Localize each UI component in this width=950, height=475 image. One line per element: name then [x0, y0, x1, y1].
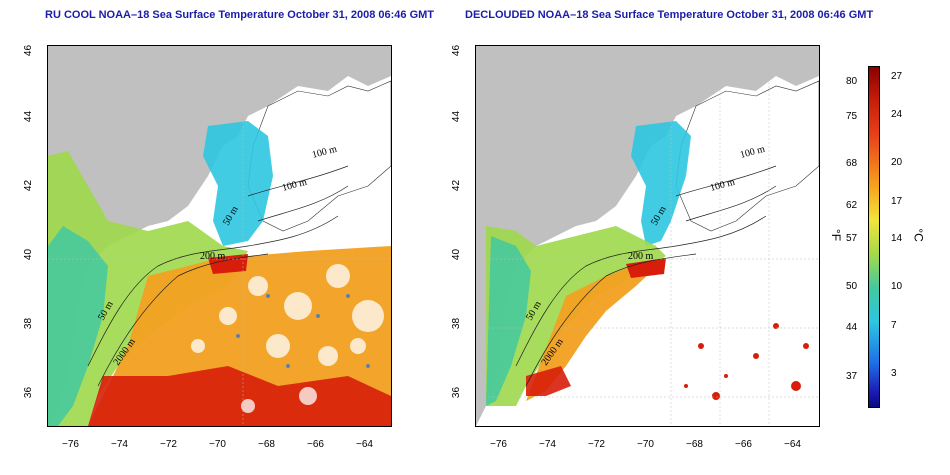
- right-sst-map: 100 m 100 m 50 m 200 m 50 m 2000 m: [475, 45, 820, 427]
- left-map-svg: 100 m 100 m 50 m 200 m 50 m 2000 m: [48, 46, 391, 426]
- left-x-tick: −70: [209, 439, 226, 450]
- celsius-tick: 27: [891, 71, 903, 82]
- isobath-label: 200 m: [200, 251, 226, 262]
- warm-water: [526, 258, 666, 401]
- fahrenheit-tick: 68: [846, 158, 858, 169]
- isolated-warm-patches: [684, 323, 809, 400]
- right-x-tick: −68: [686, 439, 703, 450]
- fahrenheit-tick: 57: [846, 233, 858, 244]
- right-x-tick: −66: [735, 439, 752, 450]
- right-y-tick: 40: [451, 248, 463, 261]
- land-mass: [476, 46, 819, 426]
- celsius-tick: 14: [891, 233, 903, 244]
- coastal-water: [48, 226, 108, 426]
- left-y-tick: 38: [23, 317, 35, 330]
- left-x-tick: −72: [160, 439, 177, 450]
- fahrenheit-tick: 75: [846, 111, 858, 122]
- right-y-tick: 38: [451, 317, 463, 330]
- right-y-tick: 44: [451, 110, 463, 123]
- left-x-tick: −66: [307, 439, 324, 450]
- isobath-contour: [257, 185, 349, 222]
- right-panel-title: DECLOUDED NOAA–18 Sea Surface Temperatur…: [465, 9, 874, 21]
- isobath-contour: [675, 165, 777, 197]
- right-x-tick: −74: [539, 439, 556, 450]
- celsius-tick: 7: [891, 320, 897, 331]
- fahrenheit-tick: 80: [846, 76, 858, 87]
- celsius-tick: 10: [891, 281, 903, 292]
- right-y-tick: 42: [451, 179, 463, 192]
- fahrenheit-tick: 62: [846, 200, 858, 211]
- right-x-tick: −76: [490, 439, 507, 450]
- right-x-tick: −72: [588, 439, 605, 450]
- isobath-contour: [247, 165, 349, 197]
- fahrenheit-tick: 37: [846, 371, 858, 382]
- right-y-tick: 46: [451, 44, 463, 57]
- grid-lines: [476, 46, 819, 426]
- left-y-tick: 46: [23, 44, 35, 57]
- isobath-contour: [97, 253, 269, 387]
- celsius-unit: °C: [911, 228, 926, 242]
- left-y-tick: 36: [23, 386, 35, 399]
- right-y-tick: 36: [451, 386, 463, 399]
- gulf-stream: [88, 366, 391, 426]
- celsius-tick: 24: [891, 109, 903, 120]
- temperature-colorbar: [868, 66, 880, 408]
- cloud-speckle: [191, 264, 384, 413]
- nova-scotia-coast: [675, 80, 819, 232]
- left-x-tick: −64: [356, 439, 373, 450]
- isobath-contour: [685, 185, 777, 222]
- fahrenheit-tick: 44: [846, 322, 858, 333]
- isobath-contour: [87, 215, 339, 367]
- isobath-contour: [515, 215, 767, 367]
- celsius-tick: 17: [891, 196, 903, 207]
- isobath-label: 200 m: [628, 251, 654, 262]
- fahrenheit-tick: 50: [846, 281, 858, 292]
- right-x-tick: −70: [637, 439, 654, 450]
- gulf-stream-core: [626, 258, 666, 278]
- left-x-tick: −74: [111, 439, 128, 450]
- fahrenheit-unit: °F: [829, 228, 844, 242]
- left-sst-map: 100 m 100 m 50 m 200 m 50 m 2000 m: [47, 45, 392, 427]
- land-mass: [48, 46, 391, 426]
- grid-lines: [48, 46, 391, 426]
- cool-shelf-water: [203, 121, 273, 246]
- left-y-tick: 40: [23, 248, 35, 261]
- cloud-blue-specks: [236, 294, 370, 368]
- right-x-tick: −64: [784, 439, 801, 450]
- left-y-tick: 42: [23, 179, 35, 192]
- celsius-tick: 20: [891, 157, 903, 168]
- left-x-tick: −76: [62, 439, 79, 450]
- left-panel-title: RU COOL NOAA–18 Sea Surface Temperature …: [45, 9, 435, 21]
- left-y-tick: 44: [23, 110, 35, 123]
- right-map-svg: 100 m 100 m 50 m 200 m 50 m 2000 m: [476, 46, 819, 426]
- celsius-tick: 3: [891, 368, 897, 379]
- cool-shelf-water: [631, 121, 691, 246]
- left-x-tick: −68: [258, 439, 275, 450]
- coastal-water: [486, 236, 531, 406]
- isobath-contour: [525, 253, 697, 387]
- gulf-stream: [526, 366, 571, 396]
